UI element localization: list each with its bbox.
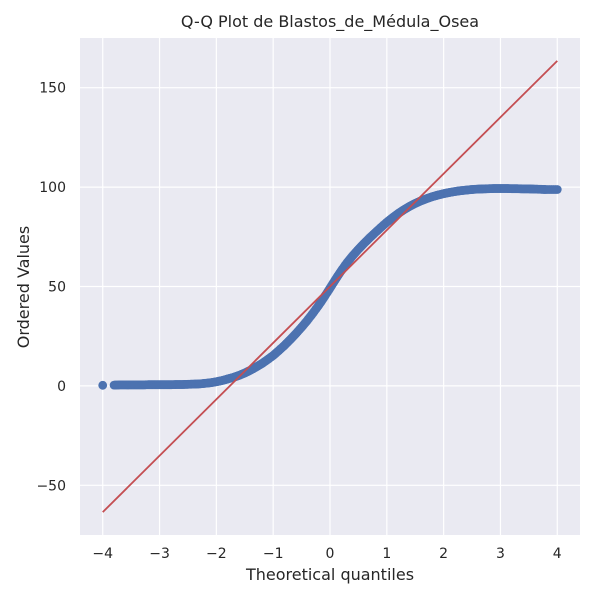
x-tick-label: −2 [206,546,227,562]
x-tick-label: −1 [263,546,284,562]
x-axis-label: Theoretical quantiles [245,565,414,584]
data-point [552,185,562,194]
chart-title: Q-Q Plot de Blastos_de_Médula_Osea [181,12,479,32]
data-point [98,380,108,390]
x-tick-label: 1 [382,546,391,562]
x-tick-label: −4 [92,546,113,562]
y-tick-label: 50 [48,280,66,296]
x-tick-label: 2 [439,546,448,562]
x-tick-label: −3 [149,546,170,562]
fit-line [102,60,558,513]
x-tick-label: 3 [496,546,505,562]
y-tick-label: −50 [36,478,66,494]
y-tick-label: 150 [39,81,66,97]
y-tick-labels: −50 0 50 100 150 [36,81,66,495]
y-axis-label: Ordered Values [14,226,33,348]
x-tick-label: 0 [326,546,335,562]
x-tick-labels: −4 −3 −2 −1 0 1 2 3 4 [92,546,561,562]
x-tick-label: 4 [553,546,562,562]
y-tick-label: 100 [39,180,66,196]
y-tick-label: 0 [57,379,66,395]
